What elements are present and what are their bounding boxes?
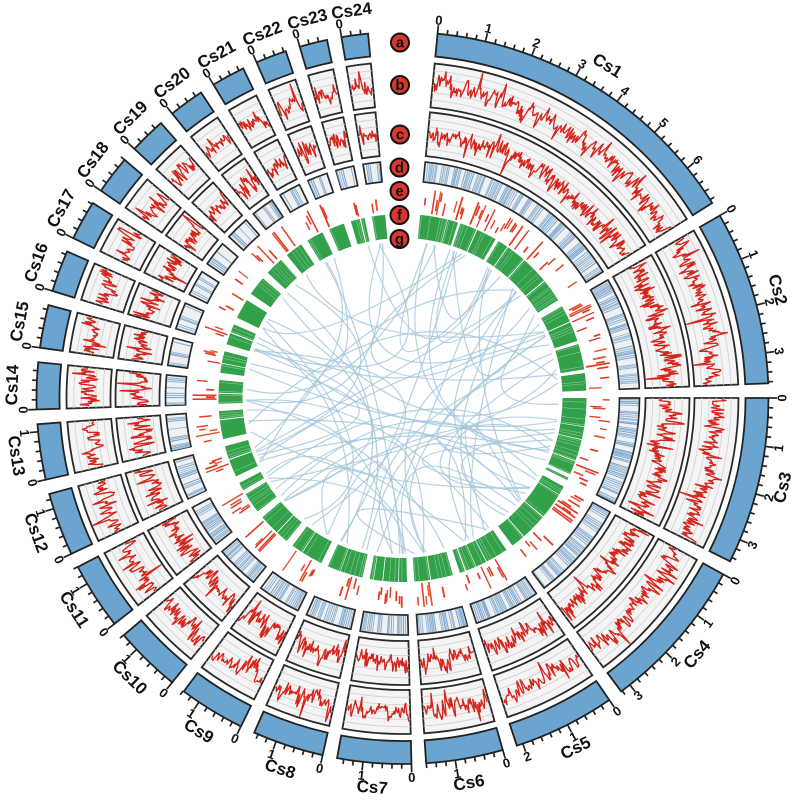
svg-text:0: 0 xyxy=(775,394,790,401)
svg-text:0: 0 xyxy=(16,406,31,414)
svg-text:0: 0 xyxy=(435,12,444,28)
svg-text:d: d xyxy=(395,160,404,177)
svg-text:e: e xyxy=(395,183,403,200)
svg-text:b: b xyxy=(395,77,404,94)
svg-text:a: a xyxy=(396,35,405,52)
svg-text:Cs14: Cs14 xyxy=(2,364,22,406)
svg-text:0: 0 xyxy=(408,770,416,785)
svg-text:c: c xyxy=(396,127,404,144)
svg-text:g: g xyxy=(395,231,404,248)
svg-text:Cs7: Cs7 xyxy=(356,777,389,798)
